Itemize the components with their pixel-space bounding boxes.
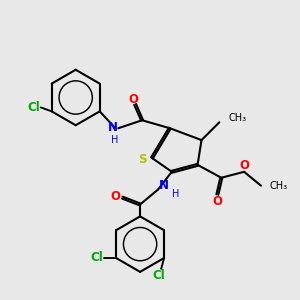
Text: O: O xyxy=(128,93,138,106)
Text: H: H xyxy=(172,189,179,199)
Text: O: O xyxy=(110,190,120,203)
Text: Cl: Cl xyxy=(90,251,103,265)
Text: CH₃: CH₃ xyxy=(228,113,246,123)
Text: O: O xyxy=(239,159,249,172)
Text: N: N xyxy=(159,179,169,192)
Text: Cl: Cl xyxy=(153,269,166,282)
Text: N: N xyxy=(108,121,118,134)
Text: Cl: Cl xyxy=(28,101,40,114)
Text: S: S xyxy=(138,153,146,167)
Text: CH₃: CH₃ xyxy=(270,181,288,191)
Text: H: H xyxy=(111,135,118,145)
Text: O: O xyxy=(212,195,222,208)
